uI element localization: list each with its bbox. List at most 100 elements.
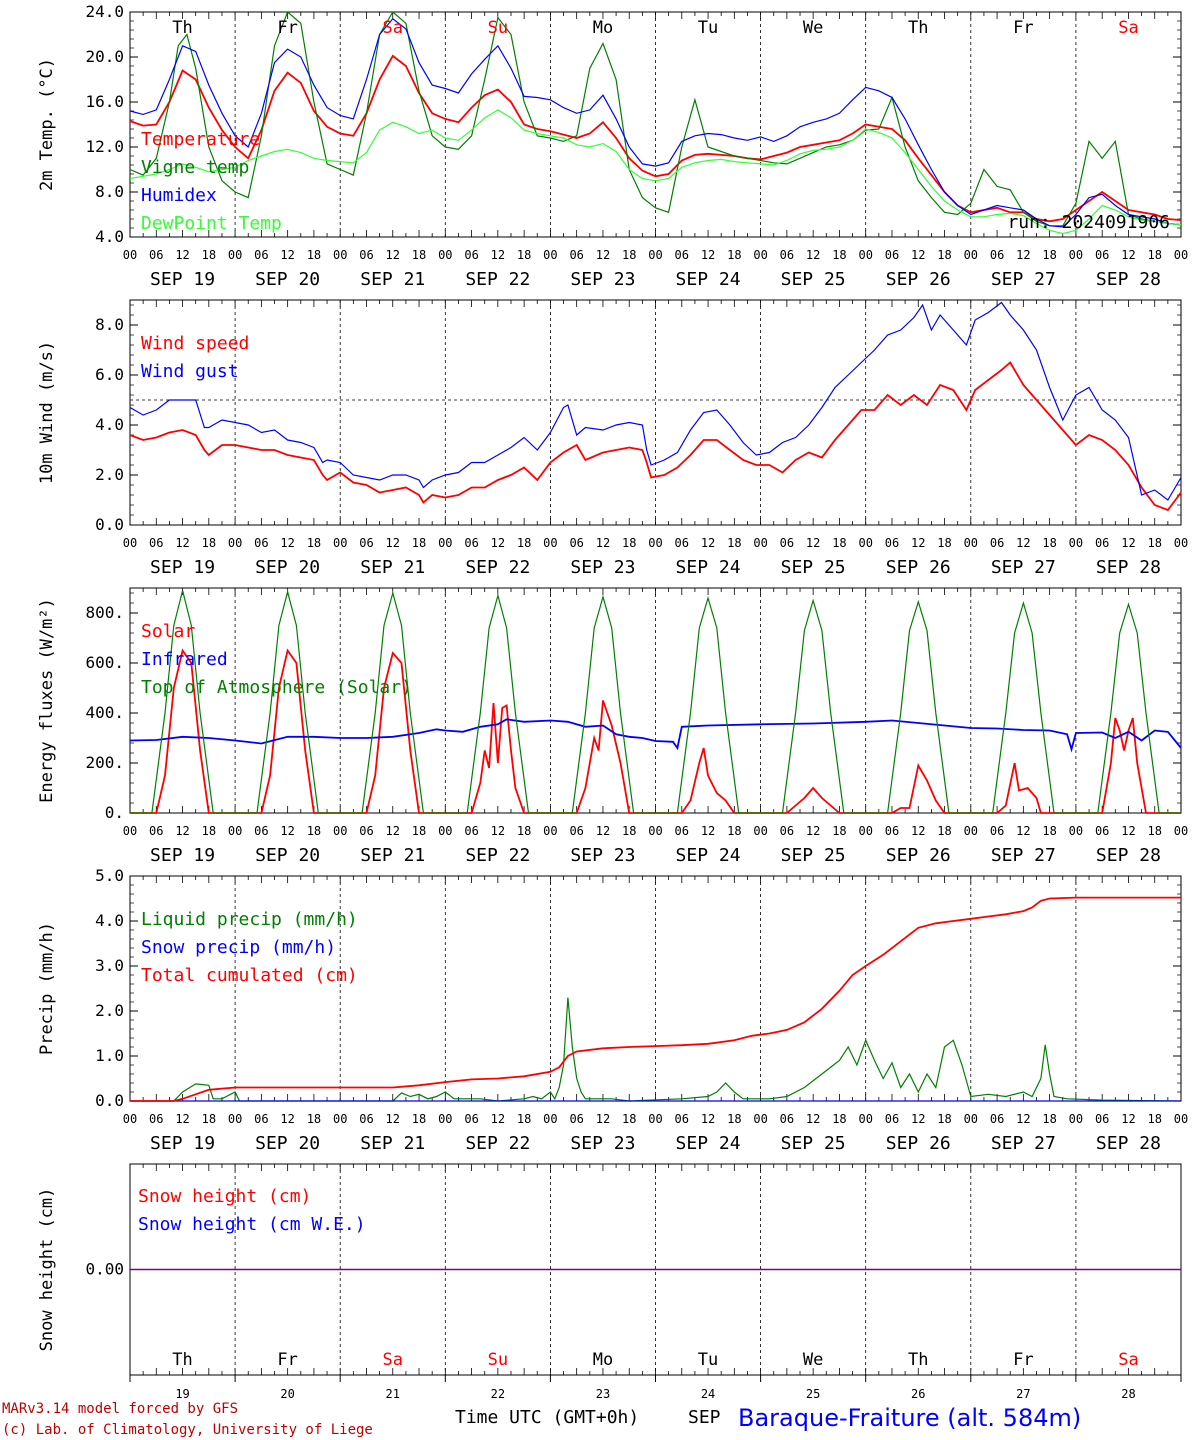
hour-tick-label: 06 xyxy=(359,536,373,550)
y-tick-label: 20.0 xyxy=(85,47,124,66)
legend-entry: Humidex xyxy=(141,185,217,206)
hour-tick-label: 00 xyxy=(858,824,872,838)
hour-tick-label: 00 xyxy=(543,536,557,550)
hour-tick-label: 12 xyxy=(386,248,400,262)
hour-tick-label: 18 xyxy=(202,1112,216,1126)
legend-entry: Temperature xyxy=(141,129,260,150)
hour-tick-label: 06 xyxy=(254,536,268,550)
series-temperature xyxy=(129,54,1182,223)
hour-tick-label: 18 xyxy=(727,536,741,550)
hour-tick-label: 18 xyxy=(622,824,636,838)
hour-tick-label: 06 xyxy=(1095,1112,1109,1126)
hour-tick-label: 12 xyxy=(1016,1112,1030,1126)
y-tick-label: 1.0 xyxy=(95,1046,124,1065)
hour-tick-label: 06 xyxy=(780,536,794,550)
hour-tick-label: 12 xyxy=(175,536,189,550)
y-tick-label: 12.0 xyxy=(85,137,124,156)
day-of-week-label: Fr xyxy=(1013,1350,1033,1370)
hour-tick-label: 18 xyxy=(622,1112,636,1126)
panel-snow: 0.00 Snow height (cm) Snow height (cm) Snow… xyxy=(37,1163,1182,1401)
y-axis-label: 2m Temp. (°C) xyxy=(37,58,57,191)
panel-wind: 0.0 2.0 4.0 6.0 8.0 10m Wind (m/s) Wind speed W… xyxy=(37,299,1188,578)
date-label: SEP 23 xyxy=(570,269,635,290)
hour-tick-label: 00 xyxy=(753,824,767,838)
legend-entry: Wind gust xyxy=(141,361,239,382)
date-label: SEP 23 xyxy=(570,557,635,578)
date-label: SEP 21 xyxy=(360,845,425,866)
day-number-label: 19 xyxy=(175,1387,189,1401)
hour-tick-label: 06 xyxy=(885,248,899,262)
hour-tick-label: 06 xyxy=(464,1112,478,1126)
series-solar xyxy=(130,648,1181,814)
hour-tick-label: 06 xyxy=(990,536,1004,550)
hour-tick-label: 18 xyxy=(1042,824,1056,838)
hour-tick-label: 12 xyxy=(806,1112,820,1126)
hour-tick-label: 06 xyxy=(885,824,899,838)
hour-tick-label: 12 xyxy=(1016,824,1030,838)
hour-tick-label: 12 xyxy=(1121,1112,1135,1126)
y-axis-label: Precip (mm/h) xyxy=(37,922,57,1055)
day-number-label: 27 xyxy=(1016,1387,1030,1401)
plot-frame xyxy=(129,587,1182,814)
day-of-week-label: Sa xyxy=(1118,1350,1138,1370)
run-annotation: run: 2024091906 xyxy=(1007,212,1170,233)
hour-tick-label: 00 xyxy=(964,824,978,838)
y-tick-label: 600. xyxy=(85,653,124,672)
hour-tick-label: 18 xyxy=(412,248,426,262)
y-axis-label: Snow height (cm) xyxy=(37,1188,57,1352)
date-label: SEP 20 xyxy=(255,845,320,866)
y-tick-label: 200. xyxy=(85,753,124,772)
hour-tick-label: 00 xyxy=(333,824,347,838)
date-label: SEP 27 xyxy=(991,557,1056,578)
day-number-label: 23 xyxy=(596,1387,610,1401)
y-tick-label: 4.0 xyxy=(95,415,124,434)
date-label: SEP 26 xyxy=(886,269,951,290)
hour-tick-label: 12 xyxy=(596,248,610,262)
hour-tick-label: 00 xyxy=(123,824,137,838)
legend-entry: Vigne temp xyxy=(141,157,249,178)
day-number-label: 24 xyxy=(701,1387,715,1401)
hour-tick-label: 12 xyxy=(806,536,820,550)
y-tick-label: 0.0 xyxy=(95,515,124,534)
y-tick-label: 8.0 xyxy=(95,315,124,334)
hour-tick-label: 00 xyxy=(333,248,347,262)
plot-frame xyxy=(129,299,1182,526)
hour-tick-label: 18 xyxy=(412,1112,426,1126)
hour-tick-label: 18 xyxy=(622,248,636,262)
hour-tick-label: 06 xyxy=(464,824,478,838)
hour-tick-label: 12 xyxy=(491,248,505,262)
hour-tick-label: 06 xyxy=(569,536,583,550)
y-tick-label: 24.0 xyxy=(85,2,124,21)
series-wind-speed xyxy=(129,361,1182,512)
date-label: SEP 24 xyxy=(676,1133,741,1154)
station-title: Baraque-Fraiture (alt. 584m) xyxy=(738,1404,1081,1432)
y-tick-label: 16.0 xyxy=(85,92,124,111)
hour-tick-label: 06 xyxy=(464,248,478,262)
hour-tick-label: 00 xyxy=(438,536,452,550)
series-top-of-atmosphere-solar- xyxy=(130,589,1181,814)
hour-tick-label: 12 xyxy=(701,248,715,262)
hour-tick-label: 00 xyxy=(228,1112,242,1126)
hour-tick-label: 18 xyxy=(412,536,426,550)
hour-tick-label: 00 xyxy=(228,536,242,550)
hour-tick-label: 00 xyxy=(333,1112,347,1126)
hour-tick-label: 06 xyxy=(990,248,1004,262)
hour-tick-label: 00 xyxy=(858,536,872,550)
day-number-label: 28 xyxy=(1121,1387,1135,1401)
hour-tick-label: 12 xyxy=(596,824,610,838)
hour-tick-label: 00 xyxy=(438,1112,452,1126)
hour-tick-label: 06 xyxy=(464,536,478,550)
y-tick-label: 400. xyxy=(85,703,124,722)
hour-tick-label: 18 xyxy=(1042,536,1056,550)
day-of-week-label: Th xyxy=(908,1350,928,1370)
series-infrared xyxy=(129,718,1182,753)
hour-tick-label: 00 xyxy=(123,248,137,262)
hour-tick-label: 12 xyxy=(911,536,925,550)
hour-tick-label: 00 xyxy=(228,248,242,262)
hour-tick-label: 00 xyxy=(1069,1112,1083,1126)
date-label: SEP 24 xyxy=(676,845,741,866)
day-of-week-label: Th xyxy=(908,18,928,38)
day-number-label: 26 xyxy=(911,1387,925,1401)
hour-tick-label: 12 xyxy=(280,1112,294,1126)
